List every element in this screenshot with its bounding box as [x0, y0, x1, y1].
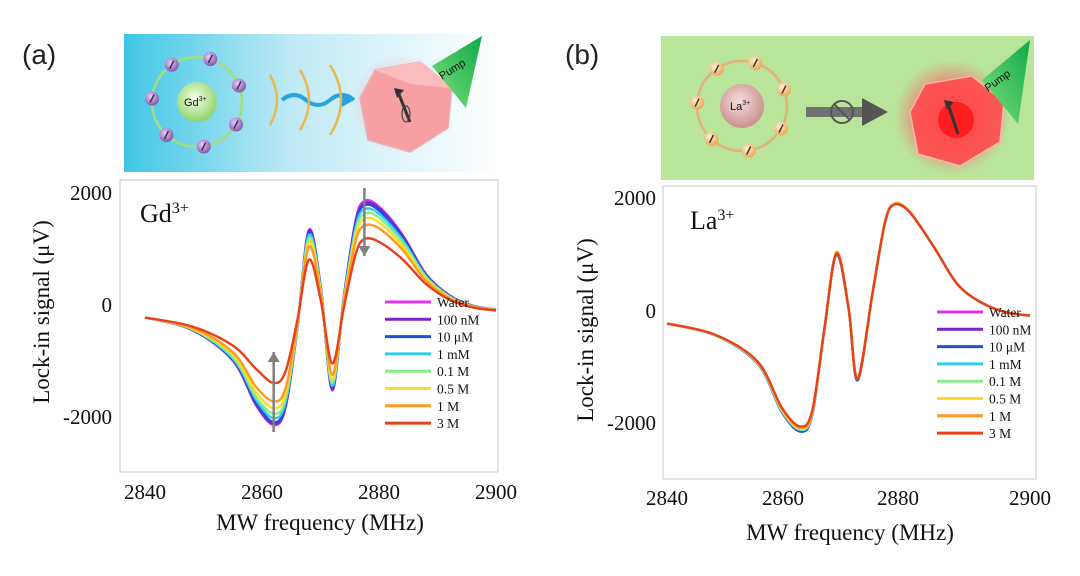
panel-b: (b) La3+ Pump: [565, 36, 1051, 545]
spin-arrow-icon: [752, 58, 758, 68]
spin-arrow-icon: [778, 124, 784, 133]
panel-a-x-ticks: 2840 2860 2880 2900: [124, 480, 517, 504]
panel-a: (a) Gd3+: [22, 34, 517, 535]
panel-b-schematic: La3+ Pump: [661, 36, 1034, 180]
panel-b-legend: Water 100 nM 10 μM 1 mM 0.1 M 0.5 M 1 M 3 M: [937, 305, 1031, 441]
panel-a-x-axis-title: MW frequency (MHz): [216, 510, 424, 535]
xtick-label: 2900: [475, 480, 517, 504]
legend-label: 10 μM: [989, 340, 1025, 355]
xtick-label: 2840: [124, 480, 166, 504]
spin-arrow-icon: [149, 94, 155, 103]
nanodiamond-icon: [894, 59, 1010, 175]
concentration-arrow-up-head: [267, 352, 280, 362]
xtick-label: 2860: [762, 486, 804, 510]
panel-b-x-ticks: 2840 2860 2880 2900: [646, 486, 1051, 510]
legend-label: 1 mM: [989, 357, 1022, 372]
spin-arrow-icon: [207, 54, 213, 64]
xtick-label: 2860: [241, 480, 283, 504]
ytick-label: 2000: [614, 186, 656, 210]
legend-label: 1 mM: [437, 347, 470, 362]
panel-b-series-group: [666, 201, 1031, 433]
panel-b-label: (b): [565, 39, 599, 70]
xtick-label: 2840: [646, 486, 688, 510]
panel-b-x-axis-title: MW frequency (MHz): [746, 520, 954, 545]
spin-arrow-icon: [169, 60, 175, 70]
ytick-label: 0: [646, 299, 657, 323]
panel-a-series-group: [144, 198, 497, 427]
spin-arrow-icon: [201, 142, 207, 151]
ytick-label: 2000: [70, 181, 112, 205]
legend-label: 3 M: [989, 426, 1011, 441]
spin-arrow-icon: [781, 85, 787, 94]
electron-group: [690, 56, 791, 158]
ytick-label: 0: [102, 293, 113, 317]
panel-b-ion-label: La3+: [690, 206, 734, 235]
legend-label: 100 nM: [989, 322, 1031, 337]
legend-label: 1 M: [989, 409, 1011, 424]
legend-label: 3 M: [437, 416, 459, 431]
spin-arrow-icon: [714, 64, 720, 74]
spin-arrow-icon: [233, 120, 239, 129]
panel-a-ion-label: Gd3+: [140, 199, 189, 228]
spin-arrow-icon: [746, 146, 752, 155]
spin-arrow-icon: [708, 134, 715, 144]
concentration-arrow-down-head: [358, 246, 371, 256]
nanodiamond-icon: [352, 54, 453, 154]
spin-arrow-icon: [236, 81, 242, 90]
xtick-label: 2880: [877, 486, 919, 510]
legend-label: 0.5 M: [437, 382, 469, 397]
relaxation-wave-icon: [268, 64, 356, 136]
xtick-label: 2880: [358, 480, 400, 504]
legend-label: 0.1 M: [989, 374, 1021, 389]
series-line-3-M: [144, 236, 497, 385]
pump-laser-beam: Pump: [432, 36, 482, 108]
panel-a-y-axis-title: Lock-in signal (μV): [29, 220, 54, 404]
panel-a-label: (a): [22, 39, 56, 70]
legend-label: Water: [437, 295, 469, 310]
legend-label: Water: [989, 305, 1021, 320]
series-line-3-M: [666, 202, 1031, 428]
ytick-label: -2000: [63, 405, 112, 429]
series-line-1-M: [144, 223, 497, 403]
panel-b-plot-frame: [662, 185, 1037, 480]
panel-b-y-ticks: 2000 0 -2000: [607, 186, 656, 435]
gd-ion-label: Gd3+: [184, 96, 207, 109]
legend-label: 100 nM: [437, 312, 479, 327]
panel-a-plot-frame: [119, 179, 499, 473]
panel-a-legend: Water 100 nM 10 μM 1 mM 0.1 M 0.5 M 1 M 3 M: [385, 295, 479, 431]
legend-label: 10 μM: [437, 330, 473, 345]
gd-ion-sphere: [177, 82, 217, 122]
spin-arrow-icon: [163, 130, 170, 140]
panel-b-y-axis-title: Lock-in signal (μV): [573, 238, 598, 422]
blocked-arrow-icon: [806, 98, 888, 126]
la-ion-label: La3+: [730, 100, 750, 113]
electron-group: [145, 52, 246, 154]
panel-a-arrows: [267, 188, 371, 432]
ytick-label: -2000: [607, 411, 656, 435]
legend-label: 0.1 M: [437, 364, 469, 379]
la-ion-sphere: [720, 84, 764, 128]
xtick-label: 2900: [1009, 486, 1051, 510]
spin-arrow-icon: [694, 98, 700, 107]
legend-label: 0.5 M: [989, 392, 1021, 407]
legend-label: 1 M: [437, 399, 459, 414]
panel-a-schematic: Gd3+ Pump: [124, 34, 497, 172]
panel-a-y-ticks: 2000 0 -2000: [63, 181, 112, 429]
